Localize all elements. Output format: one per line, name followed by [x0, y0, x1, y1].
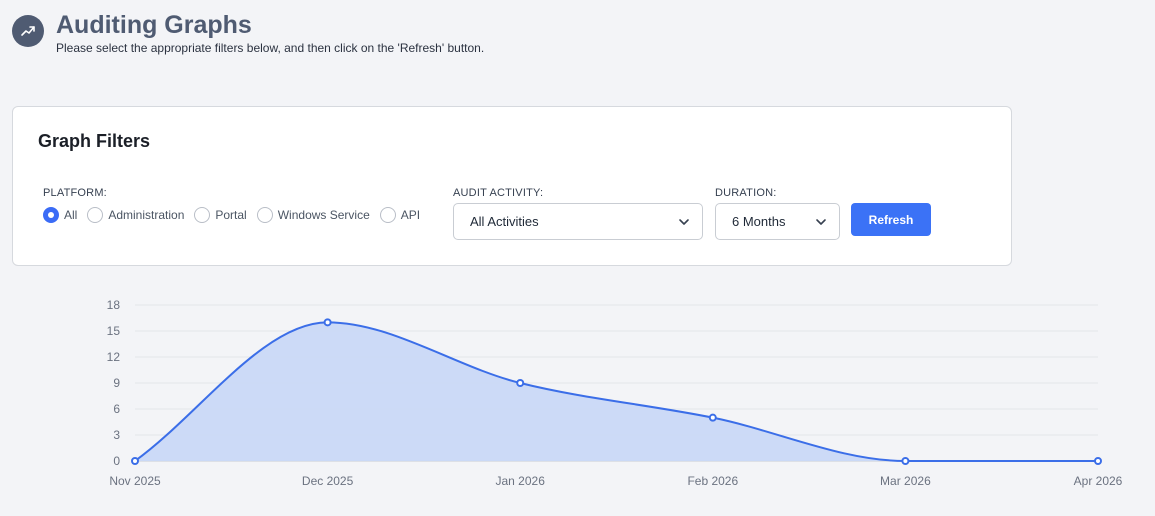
audit-activity-select[interactable]: All Activities: [453, 203, 703, 240]
y-tick-label: 0: [113, 454, 120, 468]
data-point: [131, 457, 139, 465]
x-tick-label: Nov 2025: [109, 474, 161, 488]
x-tick-label: Mar 2026: [880, 474, 931, 488]
radio-button[interactable]: [256, 207, 273, 223]
data-point: [708, 413, 717, 422]
radio-label: Administration: [108, 208, 185, 222]
platform-radio-api[interactable]: API: [379, 207, 421, 223]
platform-label: PLATFORM:: [43, 187, 107, 199]
platform-radio-windows-service[interactable]: Windows Service: [256, 207, 370, 223]
select-value: All Activities: [470, 214, 539, 229]
audit-activity-label: AUDIT ACTIVITY:: [453, 187, 544, 199]
page-title: Auditing Graphs: [56, 11, 252, 39]
platform-radio-all[interactable]: All: [43, 207, 77, 223]
radio-label: Portal: [215, 208, 247, 222]
card-title: Graph Filters: [38, 131, 151, 151]
platform-radio-group: All Administration Portal Windows Servic…: [43, 207, 430, 223]
chevron-down-icon: [679, 219, 689, 225]
y-tick-label: 15: [107, 324, 121, 338]
radio-button[interactable]: [43, 207, 59, 223]
data-point: [1094, 457, 1102, 465]
audit-activity-chart: 0 3 6 9 12 15 18 Nov 2025 Dec 2025 Jan 2026 Feb 20…: [107, 298, 1123, 488]
platform-radio-portal[interactable]: Portal: [194, 207, 247, 223]
series-area: [135, 322, 1098, 461]
duration-select[interactable]: 6 Months: [715, 203, 840, 240]
page-subtitle: Please select the appropriate filters be…: [56, 41, 485, 55]
trending-up-icon: [12, 15, 44, 47]
y-tick-label: 6: [113, 402, 120, 416]
radio-label: Windows Service: [277, 208, 370, 222]
platform-radio-administration[interactable]: Administration: [87, 207, 184, 223]
graph-filters-card: Graph Filters PLATFORM: All Administrati…: [12, 106, 1012, 266]
x-tick-label: Apr 2026: [1074, 474, 1123, 488]
y-tick-label: 9: [113, 376, 120, 390]
radio-button[interactable]: [87, 207, 104, 223]
radio-label: All: [64, 208, 78, 222]
data-point: [516, 379, 525, 387]
chevron-down-icon: [816, 219, 826, 225]
data-point: [901, 457, 910, 465]
y-tick-label: 3: [113, 428, 120, 442]
series-line: [134, 321, 1098, 462]
data-point: [323, 318, 332, 327]
duration-label: DURATION:: [715, 187, 777, 199]
y-tick-label: 12: [107, 350, 121, 364]
x-tick-label: Feb 2026: [687, 474, 738, 488]
radio-button[interactable]: [194, 207, 211, 223]
select-value: 6 Months: [732, 214, 786, 229]
y-tick-label: 18: [107, 298, 121, 312]
radio-button[interactable]: [379, 207, 396, 223]
refresh-button[interactable]: Refresh: [851, 203, 931, 236]
radio-label: API: [400, 208, 421, 222]
page-header: Auditing Graphs Please select the approp…: [12, 12, 484, 55]
x-tick-label: Dec 2025: [302, 474, 354, 488]
x-tick-label: Jan 2026: [496, 474, 546, 488]
